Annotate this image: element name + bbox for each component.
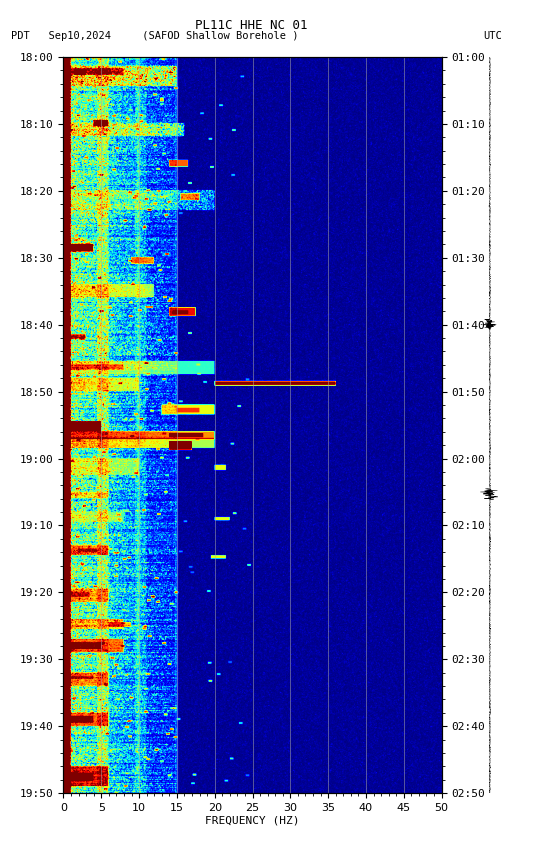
- Text: PDT   Sep10,2024     (SAFOD Shallow Borehole ): PDT Sep10,2024 (SAFOD Shallow Borehole ): [11, 31, 299, 41]
- Text: UTC: UTC: [483, 31, 502, 41]
- X-axis label: FREQUENCY (HZ): FREQUENCY (HZ): [205, 816, 300, 826]
- Text: PL11C HHE NC 01: PL11C HHE NC 01: [195, 19, 307, 32]
